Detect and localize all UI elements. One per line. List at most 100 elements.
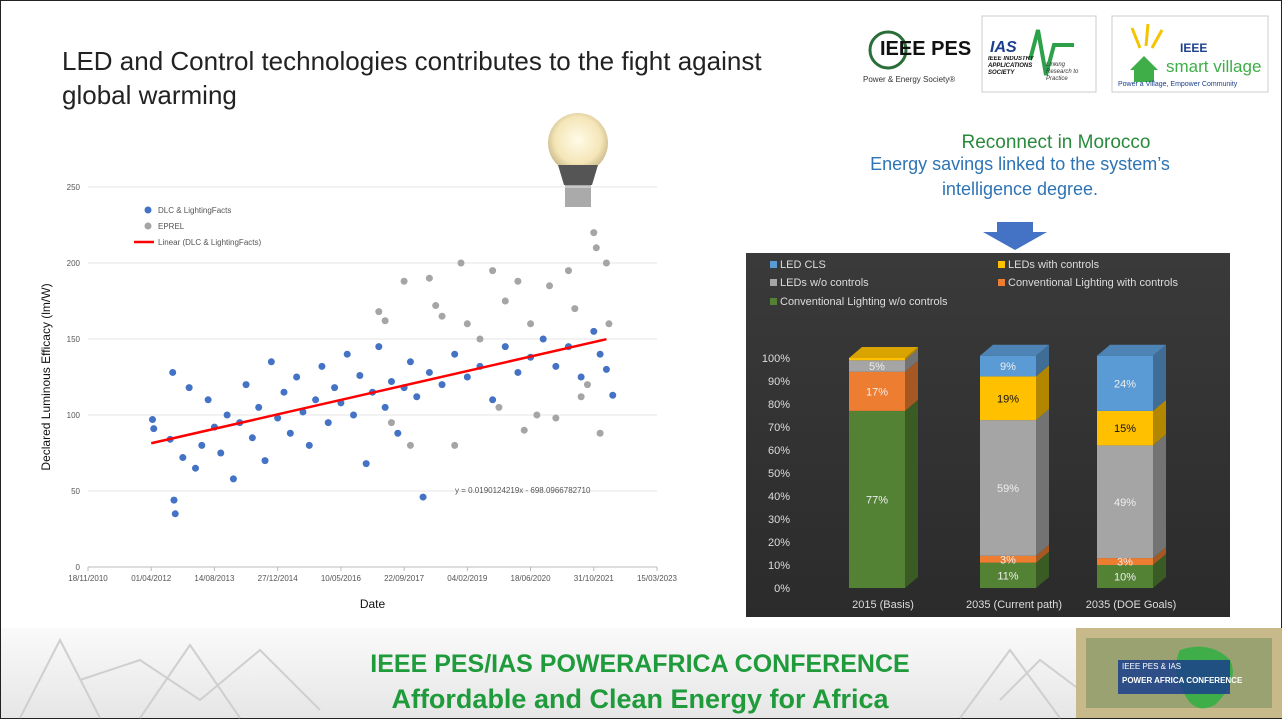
footer-line1: IEEE PES/IAS POWERAFRICA CONFERENCE [250,650,1030,679]
data-point [464,374,471,381]
data-point [552,363,559,370]
data-point [186,384,193,391]
data-point [502,343,509,350]
y-tick-label: 20% [768,537,790,549]
data-point [179,454,186,461]
x-tick-label: 31/10/2021 [574,574,615,583]
slide: IEEE PES & IAS POWER AFRICA CONFERENCE I… [0,0,1282,719]
data-point [150,425,157,432]
data-label: 77% [866,494,888,506]
data-point [350,412,357,419]
data-point [439,313,446,320]
data-point [388,419,395,426]
x-tick-label: 04/02/2019 [447,574,488,583]
ias-name: IAS [990,39,1017,56]
data-point [489,396,496,403]
legend-marker [145,223,152,230]
data-point [597,430,604,437]
data-point [426,369,433,376]
data-point [170,497,177,504]
data-point [407,442,414,449]
data-point [243,381,250,388]
data-point [318,363,325,370]
data-point [514,369,521,376]
data-point [565,267,572,274]
legend-swatch [770,261,777,268]
legend-swatch [998,279,1005,286]
legend-label: EPREL [158,222,185,231]
x-tick-label: 01/04/2012 [131,574,172,583]
data-point [514,278,521,285]
data-point [401,278,408,285]
y-tick-label: 50% [768,468,790,480]
data-label: 5% [869,361,885,373]
y-tick-label: 70% [768,422,790,434]
data-point [394,430,401,437]
bar-side [1153,345,1166,411]
data-point [584,381,591,388]
village-ieee: IEEE [1180,41,1207,55]
data-point [426,275,433,282]
data-point [439,381,446,388]
y-tick-label: 10% [768,560,790,572]
data-point [331,384,338,391]
data-point [420,494,427,501]
legend-label: LEDs w/o controls [780,277,869,289]
y-tick-label: 30% [768,514,790,526]
y-tick-label: 250 [67,183,81,192]
legend-label: LED CLS [780,259,826,271]
data-point [527,320,534,327]
x-tick-label: 10/05/2016 [321,574,362,583]
data-point [571,305,578,312]
legend-marker [145,207,152,214]
data-point [413,393,420,400]
data-point [262,457,269,464]
x-tick-label: 18/06/2020 [511,574,552,583]
data-point [280,389,287,396]
y-tick-label: 60% [768,445,790,457]
data-point [546,282,553,289]
data-point [169,369,176,376]
ias-motto: Linking Research to Practice [1046,62,1092,83]
data-point [603,260,610,267]
data-point [451,351,458,358]
data-point [552,415,559,422]
data-point [495,404,502,411]
data-point [192,465,199,472]
data-point [268,358,275,365]
x-axis-title: Date [360,597,386,611]
legend-label: Linear (DLC & LightingFacts) [158,238,261,247]
data-point [407,358,414,365]
data-point [540,336,547,343]
data-point [217,450,224,457]
data-point [198,442,205,449]
bulb-base [565,185,591,207]
data-point [388,378,395,385]
data-label: 10% [1114,572,1136,584]
y-tick-label: 0 [76,563,81,572]
trend-equation: y = 0.0190124219x - 698.0966782710 [455,486,591,495]
legend-swatch [770,279,777,286]
x-tick-label: 15/03/2023 [637,574,678,583]
y-tick-label: 150 [67,335,81,344]
data-point [590,229,597,236]
data-point [312,396,319,403]
y-tick-label: 100% [762,353,790,365]
data-label: 24% [1114,378,1136,390]
footer-line2: Affordable and Clean Energy for Africa [250,684,1030,715]
data-point [593,244,600,251]
legend-label: Conventional Lighting w/o controls [780,296,948,308]
y-tick-label: 50 [71,487,80,496]
pes-name: IEEE PES [880,38,971,60]
village-name: smart village [1166,57,1261,76]
x-tick-label: 14/08/2013 [194,574,235,583]
x-tick-label: 2035 (DOE Goals) [1086,599,1176,611]
x-tick-label: 22/09/2017 [384,574,425,583]
data-point [476,336,483,343]
data-point [590,328,597,335]
y-tick-label: 80% [768,399,790,411]
village-caption: Power a Village, Empower Community [1118,81,1238,88]
data-point [597,351,604,358]
ias-full-wrap: IEEE INDUSTRY APPLICATIONS SOCIETY [988,56,1043,88]
data-point [293,374,300,381]
